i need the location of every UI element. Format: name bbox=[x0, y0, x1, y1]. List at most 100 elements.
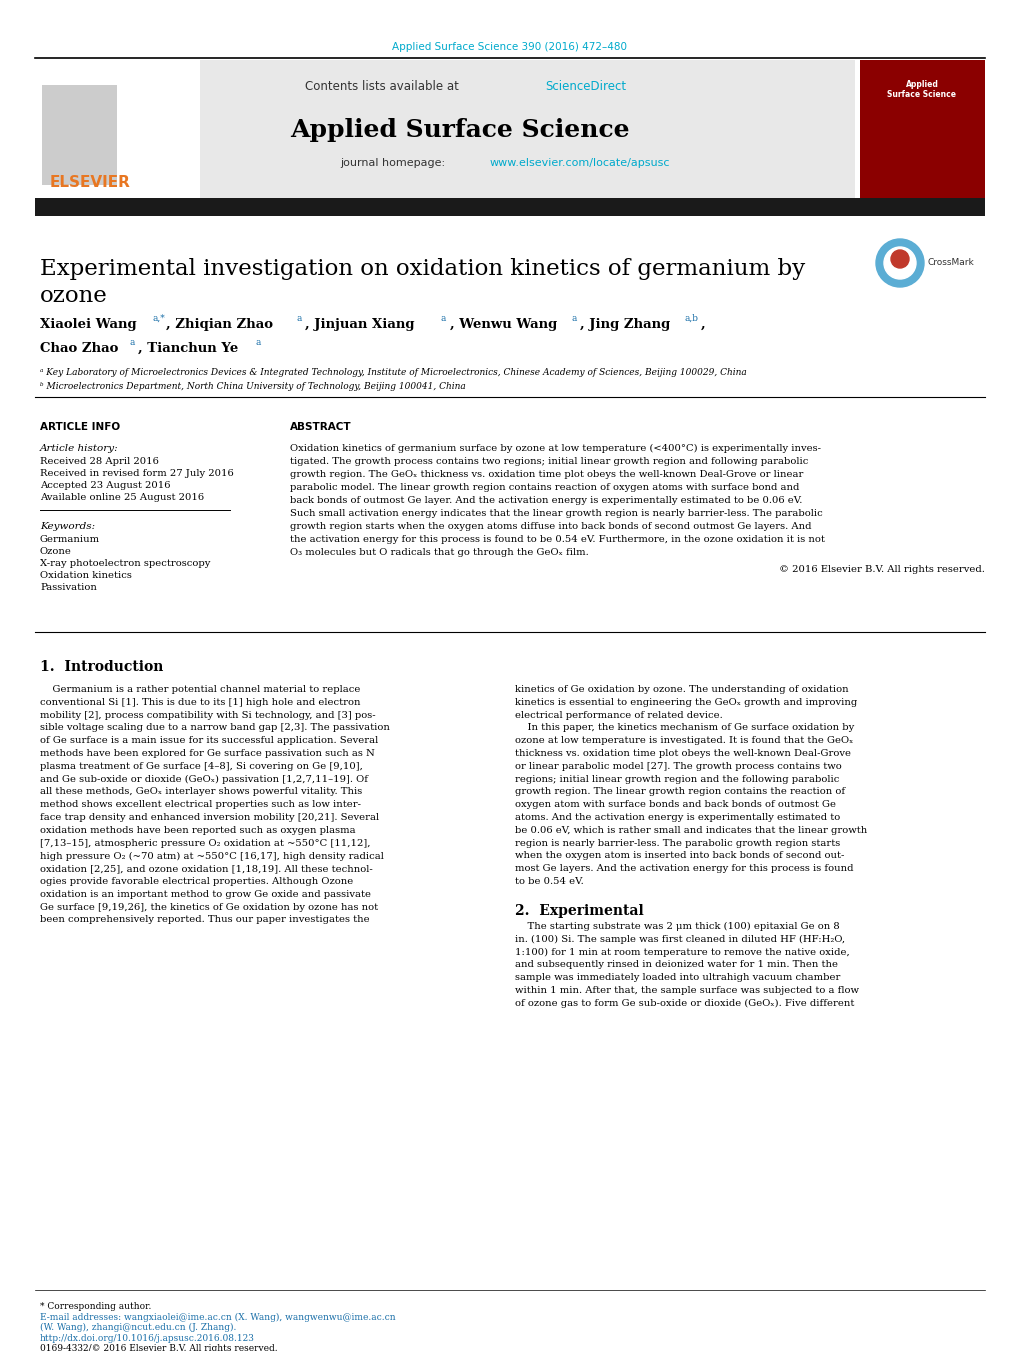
Text: a,b: a,b bbox=[685, 313, 698, 323]
Text: ᵃ Key Laboratory of Microelectronics Devices & Integrated Technology, Institute : ᵃ Key Laboratory of Microelectronics Dev… bbox=[40, 367, 746, 377]
Text: growth region starts when the oxygen atoms diffuse into back bonds of second out: growth region starts when the oxygen ato… bbox=[289, 521, 811, 531]
Text: Received 28 April 2016: Received 28 April 2016 bbox=[40, 457, 159, 466]
Text: ,: , bbox=[700, 317, 705, 331]
Text: regions; initial linear growth region and the following parabolic: regions; initial linear growth region an… bbox=[515, 774, 839, 784]
Text: or linear parabolic model [27]. The growth process contains two: or linear parabolic model [27]. The grow… bbox=[515, 762, 841, 771]
Text: most Ge layers. And the activation energy for this process is found: most Ge layers. And the activation energ… bbox=[515, 865, 853, 873]
FancyBboxPatch shape bbox=[42, 85, 117, 185]
Text: back bonds of outmost Ge layer. And the activation energy is experimentally esti: back bonds of outmost Ge layer. And the … bbox=[289, 496, 802, 505]
Text: (W. Wang), zhangi@ncut.edu.cn (J. Zhang).: (W. Wang), zhangi@ncut.edu.cn (J. Zhang)… bbox=[40, 1323, 236, 1332]
Text: http://dx.doi.org/10.1016/j.apsusc.2016.08.123: http://dx.doi.org/10.1016/j.apsusc.2016.… bbox=[40, 1333, 255, 1343]
Text: sample was immediately loaded into ultrahigh vacuum chamber: sample was immediately loaded into ultra… bbox=[515, 973, 840, 982]
Text: 1.  Introduction: 1. Introduction bbox=[40, 661, 163, 674]
Text: ABSTRACT: ABSTRACT bbox=[289, 422, 352, 432]
Text: electrical performance of related device.: electrical performance of related device… bbox=[515, 711, 722, 720]
Text: plasma treatment of Ge surface [4–8], Si covering on Ge [9,10],: plasma treatment of Ge surface [4–8], Si… bbox=[40, 762, 363, 771]
Text: Applied
Surface Science: Applied Surface Science bbox=[887, 80, 956, 100]
Text: a: a bbox=[572, 313, 577, 323]
Text: , Wenwu Wang: , Wenwu Wang bbox=[449, 317, 556, 331]
Text: oxidation methods have been reported such as oxygen plasma: oxidation methods have been reported suc… bbox=[40, 825, 356, 835]
Text: been comprehensively reported. Thus our paper investigates the: been comprehensively reported. Thus our … bbox=[40, 916, 369, 924]
Text: of ozone gas to form Ge sub-oxide or dioxide (GeOₓ). Five different: of ozone gas to form Ge sub-oxide or dio… bbox=[515, 998, 854, 1008]
Text: 1:100) for 1 min at room temperature to remove the native oxide,: 1:100) for 1 min at room temperature to … bbox=[515, 947, 849, 957]
Text: Experimental investigation on oxidation kinetics of germanium by: Experimental investigation on oxidation … bbox=[40, 258, 804, 280]
Text: * Corresponding author.: * Corresponding author. bbox=[40, 1302, 151, 1310]
Text: ARTICLE INFO: ARTICLE INFO bbox=[40, 422, 120, 432]
Text: , Jinjuan Xiang: , Jinjuan Xiang bbox=[305, 317, 414, 331]
Text: Keywords:: Keywords: bbox=[40, 521, 95, 531]
Text: and subsequently rinsed in deionized water for 1 min. Then the: and subsequently rinsed in deionized wat… bbox=[515, 961, 838, 969]
Text: ScienceDirect: ScienceDirect bbox=[544, 80, 626, 93]
Circle shape bbox=[883, 247, 915, 280]
Text: a: a bbox=[297, 313, 302, 323]
Text: In this paper, the kinetics mechanism of Ge surface oxidation by: In this paper, the kinetics mechanism of… bbox=[515, 723, 854, 732]
Text: Accepted 23 August 2016: Accepted 23 August 2016 bbox=[40, 481, 170, 490]
Text: Passivation: Passivation bbox=[40, 584, 97, 592]
Text: in. (100) Si. The sample was first cleaned in diluted HF (HF:H₂O,: in. (100) Si. The sample was first clean… bbox=[515, 935, 845, 944]
Text: X-ray photoelectron spectroscopy: X-ray photoelectron spectroscopy bbox=[40, 559, 210, 567]
Text: , Jing Zhang: , Jing Zhang bbox=[580, 317, 669, 331]
FancyBboxPatch shape bbox=[35, 59, 854, 199]
Text: when the oxygen atom is inserted into back bonds of second out-: when the oxygen atom is inserted into ba… bbox=[515, 851, 844, 861]
Text: ELSEVIER: ELSEVIER bbox=[50, 176, 130, 190]
FancyBboxPatch shape bbox=[859, 59, 984, 199]
Text: Ozone: Ozone bbox=[40, 547, 71, 557]
Text: the activation energy for this process is found to be 0.54 eV. Furthermore, in t: the activation energy for this process i… bbox=[289, 535, 824, 544]
Text: Contents lists available at: Contents lists available at bbox=[305, 80, 463, 93]
Text: 2.  Experimental: 2. Experimental bbox=[515, 904, 643, 917]
Text: The starting substrate was 2 μm thick (100) epitaxial Ge on 8: The starting substrate was 2 μm thick (1… bbox=[515, 921, 839, 931]
Text: parabolic model. The linear growth region contains reaction of oxygen atoms with: parabolic model. The linear growth regio… bbox=[289, 484, 799, 492]
Text: Applied Surface Science 390 (2016) 472–480: Applied Surface Science 390 (2016) 472–4… bbox=[392, 42, 627, 51]
Text: growth region. The GeOₓ thickness vs. oxidation time plot obeys the well-known D: growth region. The GeOₓ thickness vs. ox… bbox=[289, 470, 803, 480]
Text: region is nearly barrier-less. The parabolic growth region starts: region is nearly barrier-less. The parab… bbox=[515, 839, 840, 847]
Text: [7,13–15], atmospheric pressure O₂ oxidation at ~550°C [11,12],: [7,13–15], atmospheric pressure O₂ oxida… bbox=[40, 839, 370, 847]
Text: method shows excellent electrical properties such as low inter-: method shows excellent electrical proper… bbox=[40, 800, 361, 809]
Text: Available online 25 August 2016: Available online 25 August 2016 bbox=[40, 493, 204, 503]
Text: www.elsevier.com/locate/apsusc: www.elsevier.com/locate/apsusc bbox=[489, 158, 669, 168]
Text: oxygen atom with surface bonds and back bonds of outmost Ge: oxygen atom with surface bonds and back … bbox=[515, 800, 836, 809]
Text: © 2016 Elsevier B.V. All rights reserved.: © 2016 Elsevier B.V. All rights reserved… bbox=[779, 565, 984, 574]
Text: a: a bbox=[256, 338, 261, 347]
Circle shape bbox=[875, 239, 923, 286]
Text: face trap density and enhanced inversion mobility [20,21]. Several: face trap density and enhanced inversion… bbox=[40, 813, 379, 821]
Text: Oxidation kinetics: Oxidation kinetics bbox=[40, 571, 131, 580]
Text: oxidation is an important method to grow Ge oxide and passivate: oxidation is an important method to grow… bbox=[40, 890, 371, 898]
FancyBboxPatch shape bbox=[35, 59, 200, 199]
Text: all these methods, GeOₓ interlayer shows powerful vitality. This: all these methods, GeOₓ interlayer shows… bbox=[40, 788, 362, 796]
Text: thickness vs. oxidation time plot obeys the well-known Deal-Grove: thickness vs. oxidation time plot obeys … bbox=[515, 748, 850, 758]
Text: a: a bbox=[440, 313, 446, 323]
Text: journal homepage:: journal homepage: bbox=[339, 158, 448, 168]
Text: Germanium: Germanium bbox=[40, 535, 100, 544]
Text: oxidation [2,25], and ozone oxidation [1,18,19]. All these technol-: oxidation [2,25], and ozone oxidation [1… bbox=[40, 865, 372, 873]
Text: , Tianchun Ye: , Tianchun Ye bbox=[138, 342, 238, 355]
Text: 0169-4332/© 2016 Elsevier B.V. All rights reserved.: 0169-4332/© 2016 Elsevier B.V. All right… bbox=[40, 1344, 277, 1351]
Text: Article history:: Article history: bbox=[40, 444, 118, 453]
Text: kinetics of Ge oxidation by ozone. The understanding of oxidation: kinetics of Ge oxidation by ozone. The u… bbox=[515, 685, 848, 694]
Text: be 0.06 eV, which is rather small and indicates that the linear growth: be 0.06 eV, which is rather small and in… bbox=[515, 825, 866, 835]
Text: to be 0.54 eV.: to be 0.54 eV. bbox=[515, 877, 583, 886]
Text: tigated. The growth process contains two regions; initial linear growth region a: tigated. The growth process contains two… bbox=[289, 457, 808, 466]
Text: Germanium is a rather potential channel material to replace: Germanium is a rather potential channel … bbox=[40, 685, 360, 694]
Text: E-mail addresses: wangxiaolei@ime.ac.cn (X. Wang), wangwenwu@ime.ac.cn: E-mail addresses: wangxiaolei@ime.ac.cn … bbox=[40, 1313, 395, 1323]
Text: Xiaolei Wang: Xiaolei Wang bbox=[40, 317, 137, 331]
Text: of Ge surface is a main issue for its successful application. Several: of Ge surface is a main issue for its su… bbox=[40, 736, 378, 746]
Text: a: a bbox=[129, 338, 136, 347]
Text: conventional Si [1]. This is due to its [1] high hole and electron: conventional Si [1]. This is due to its … bbox=[40, 698, 360, 707]
Text: high pressure O₂ (~70 atm) at ~550°C [16,17], high density radical: high pressure O₂ (~70 atm) at ~550°C [16… bbox=[40, 851, 383, 861]
Text: , Zhiqian Zhao: , Zhiqian Zhao bbox=[166, 317, 273, 331]
Text: within 1 min. After that, the sample surface was subjected to a flow: within 1 min. After that, the sample sur… bbox=[515, 986, 858, 994]
Circle shape bbox=[891, 250, 908, 267]
Text: Received in revised form 27 July 2016: Received in revised form 27 July 2016 bbox=[40, 469, 233, 478]
Text: Applied Surface Science: Applied Surface Science bbox=[289, 118, 629, 142]
Text: Ge surface [9,19,26], the kinetics of Ge oxidation by ozone has not: Ge surface [9,19,26], the kinetics of Ge… bbox=[40, 902, 378, 912]
Text: ozone: ozone bbox=[40, 285, 108, 307]
Text: kinetics is essential to engineering the GeOₓ growth and improving: kinetics is essential to engineering the… bbox=[515, 698, 856, 707]
Text: and Ge sub-oxide or dioxide (GeOₓ) passivation [1,2,7,11–19]. Of: and Ge sub-oxide or dioxide (GeOₓ) passi… bbox=[40, 774, 368, 784]
Text: Such small activation energy indicates that the linear growth region is nearly b: Such small activation energy indicates t… bbox=[289, 509, 822, 517]
Text: CrossMark: CrossMark bbox=[927, 258, 974, 267]
Text: O₃ molecules but O radicals that go through the GeOₓ film.: O₃ molecules but O radicals that go thro… bbox=[289, 549, 588, 557]
Text: ogies provide favorable electrical properties. Although Ozone: ogies provide favorable electrical prope… bbox=[40, 877, 353, 886]
Text: Chao Zhao: Chao Zhao bbox=[40, 342, 118, 355]
Text: a,*: a,* bbox=[153, 313, 165, 323]
Text: growth region. The linear growth region contains the reaction of: growth region. The linear growth region … bbox=[515, 788, 845, 796]
